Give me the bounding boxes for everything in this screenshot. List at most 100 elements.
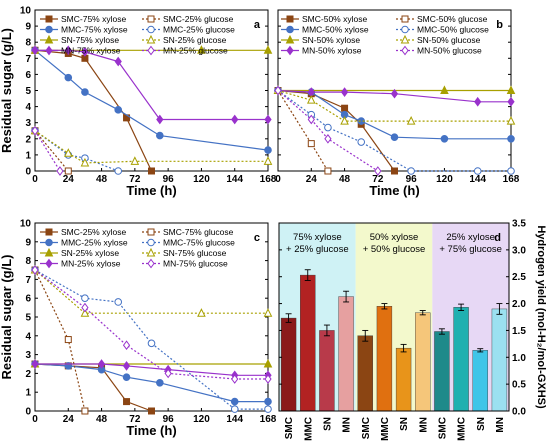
data-point — [507, 96, 515, 107]
y-tick-label: 5 — [25, 313, 31, 324]
legend-label: SN-75% glucose — [163, 248, 227, 258]
y-tick-label: 3 — [25, 350, 31, 361]
panel-letter: d — [494, 232, 501, 244]
data-point — [506, 115, 516, 125]
x-tick-label: 120 — [193, 414, 210, 425]
category-label: MMC — [457, 417, 468, 441]
data-point — [391, 167, 398, 175]
series-line — [35, 363, 268, 376]
legend-label: SN-75% xylose — [61, 35, 119, 45]
data-point — [63, 148, 73, 157]
legend-marker — [401, 25, 409, 34]
data-point — [440, 85, 449, 94]
data-point — [130, 156, 140, 165]
x-tick-label: 168 — [260, 174, 277, 185]
bar — [338, 296, 354, 412]
y-axis-label: Hydrogen yield (mol-H₂/mol-GXHS) — [535, 225, 547, 409]
x-tick-label: 24 — [63, 414, 75, 425]
data-point — [97, 359, 106, 369]
legend-label: SN-25% xylose — [61, 248, 119, 258]
y-tick-label: 5 — [25, 86, 31, 97]
category-label: SMC — [361, 417, 372, 439]
legend-label: SMC-25% xylose — [61, 227, 126, 237]
data-point — [31, 125, 39, 136]
group-label: 75% xylose — [293, 232, 342, 243]
legend-marker — [45, 258, 53, 269]
panel-letter: a — [254, 19, 261, 31]
data-point — [263, 358, 273, 368]
bar — [319, 330, 335, 412]
data-point — [81, 302, 89, 313]
data-point — [230, 405, 239, 413]
data-point — [197, 308, 206, 317]
series-line — [34, 130, 119, 172]
legend-label: SN-50% glucose — [417, 35, 481, 45]
x-tick-label: 72 — [372, 174, 384, 185]
y-tick-label: 6 — [25, 70, 31, 81]
data-point — [274, 85, 282, 96]
legend-marker — [147, 258, 155, 269]
panel-a: 0 1 2 3 4 5 6 7 8 9 10 0 24 48 72 96 120 144 168 Time (h) Re… — [0, 6, 277, 199]
group-label: + 25% glucose — [286, 244, 349, 255]
category-label: SN — [322, 417, 333, 431]
data-point — [156, 114, 164, 125]
data-point — [474, 96, 482, 107]
data-point — [324, 123, 332, 132]
x-tick-label: 168 — [260, 414, 277, 425]
data-point — [114, 106, 123, 114]
legend-label: SMC-75% glucose — [163, 227, 234, 237]
data-point — [324, 167, 332, 175]
y-tick-label: 3.0 — [512, 245, 526, 256]
data-point — [473, 167, 482, 175]
data-point — [81, 294, 89, 303]
series-line — [277, 89, 511, 103]
legend-marker — [45, 228, 53, 236]
data-point — [31, 359, 39, 369]
data-point — [114, 56, 122, 67]
x-tick-label: 48 — [96, 414, 108, 425]
x-tick-label: 0 — [32, 174, 38, 185]
y-tick-label: 8 — [25, 256, 31, 267]
legend-marker — [45, 45, 53, 56]
data-point — [340, 115, 349, 125]
x-tick-label: 144 — [226, 174, 243, 185]
x-tick-label: 72 — [129, 414, 141, 425]
bar — [434, 331, 450, 412]
series-line — [34, 130, 268, 164]
legend-label: MMC-75% glucose — [163, 238, 235, 248]
y-tick-label: 1.0 — [512, 353, 526, 364]
y-tick-label: 10 — [20, 219, 32, 230]
category-label: SMC — [437, 417, 448, 439]
data-point — [81, 88, 89, 96]
series-line — [34, 269, 268, 314]
data-point — [64, 336, 72, 344]
data-point — [80, 308, 90, 317]
legend-label: SMC-50% xylose — [302, 14, 367, 24]
data-point — [122, 340, 131, 351]
x-tick-label: 144 — [226, 414, 243, 425]
category-label: MN — [418, 417, 429, 433]
bar — [491, 308, 508, 412]
legend-label: MN-25% glucose — [163, 46, 228, 56]
data-point — [264, 114, 272, 125]
x-tick-label: 48 — [339, 174, 351, 185]
legend-label: MN-75% xylose — [61, 46, 121, 56]
group-label: + 75% glucose — [439, 244, 502, 255]
bar — [472, 350, 488, 412]
series-line — [34, 130, 69, 172]
category-label: MN — [342, 417, 353, 433]
legend-marker — [147, 25, 155, 34]
y-tick-label: 2.0 — [512, 299, 526, 310]
y-tick-label: 3 — [25, 118, 31, 129]
data-point — [307, 140, 315, 148]
y-axis-label: Residual sugar (g/L) — [0, 255, 14, 380]
data-point — [507, 167, 515, 175]
data-point — [307, 114, 315, 125]
panel-b: 0 24 48 72 96 120 144 168 Time (h) b SMC-50% xylos… — [273, 9, 520, 198]
x-tick-label: 0 — [275, 174, 281, 185]
data-point — [407, 167, 415, 175]
data-point — [231, 114, 239, 125]
legend-marker — [285, 34, 295, 44]
x-tick-label: 120 — [436, 174, 453, 185]
x-axis-label: Time (h) — [126, 183, 176, 198]
